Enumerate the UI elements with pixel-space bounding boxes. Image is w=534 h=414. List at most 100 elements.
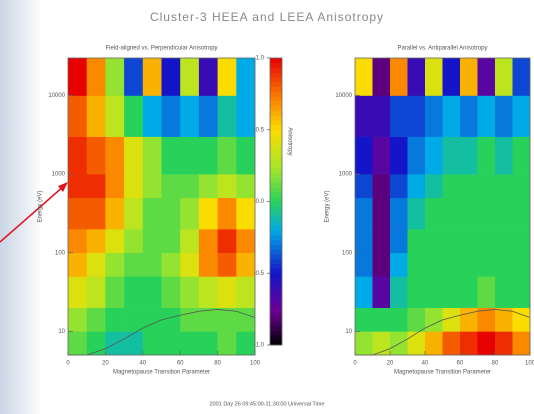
colorbar-swatch [270,196,282,202]
colorbar-swatch [270,187,282,193]
heat-cell [86,229,106,254]
heat-cell [161,252,181,277]
colorbar-swatch [270,225,282,231]
heat-cell [142,331,162,356]
heat-cell [86,276,106,308]
heat-cell [180,276,200,308]
colorbar-tick-label: 0.5 [256,127,265,133]
heat-cell [372,331,391,356]
colorbar-swatch [270,144,282,150]
heat-cell [460,276,478,308]
heat-cell [512,276,531,308]
y-axis-label: Energy (eV) [325,190,331,222]
heat-cell [217,95,237,137]
heat-cell [390,307,408,332]
x-tick-label: 60 [177,361,184,367]
heat-cell [390,229,408,254]
heat-cell [68,58,87,96]
heat-cell [198,229,218,254]
colorbar-swatch [270,335,282,341]
heat-cell [425,58,443,96]
heat-cell [142,136,162,175]
heat-cell [161,174,181,199]
heat-cell [477,197,496,230]
heat-cell [180,174,200,199]
heat-cell [161,331,181,356]
heat-cell [372,136,391,175]
heat-cell [180,95,200,137]
heat-cell [407,58,426,96]
colorbar-swatch [270,297,282,303]
heat-cell [105,331,125,356]
heat-cell [86,197,106,230]
heat-cell [495,174,513,199]
heat-cell [495,229,513,254]
heat-cell [236,252,256,277]
heat-cell [142,252,162,277]
heat-cell [124,58,144,96]
heat-cell [161,229,181,254]
heat-cell [407,174,426,199]
heat-cell [198,174,218,199]
heat-cell [460,197,478,230]
colorbar-swatch [270,340,282,346]
heat-cell [407,229,426,254]
colorbar-swatch [270,110,282,116]
colorbar-swatch [270,254,282,260]
colorbar-swatch [270,120,282,126]
heat-cell [477,95,496,137]
overlay-line [355,309,531,356]
heat-cell [477,229,496,254]
heat-cell [217,252,237,277]
heat-cell [407,136,426,175]
y-tick-label: 100 [55,250,66,256]
heat-cell [460,174,478,199]
heat-cell [180,331,200,356]
heat-cell [236,136,256,175]
heat-cell [477,58,496,96]
heat-cell [355,174,373,199]
heat-cell [407,331,426,356]
heat-cell [442,307,461,332]
heat-cell [407,252,426,277]
heat-cell [105,174,125,199]
heat-cell [217,58,237,96]
heat-cell [512,252,531,277]
colorbar-tick-label: -1.0 [254,343,265,349]
heat-cell [355,95,373,137]
heat-cell [407,197,426,230]
x-tick-label: 40 [422,361,429,367]
heat-cell [442,252,461,277]
heat-cell [86,95,106,137]
x-tick-label: 0 [66,361,70,367]
heat-cell [495,252,513,277]
colorbar-swatch [270,153,282,159]
heat-cell [355,58,373,96]
heat-cell [124,229,144,254]
arrow-head [58,182,68,192]
heat-cell [512,197,531,230]
footer: 2001 Day 26 09:45:00-11:30:00 Universal … [210,401,325,407]
heat-cell [390,197,408,230]
heat-cell [512,307,531,332]
heat-cell [390,58,408,96]
heat-cell [198,95,218,137]
heat-cell [425,229,443,254]
heat-cell [198,58,218,96]
x-tick-label: 80 [492,361,499,367]
colorbar-swatch [270,239,282,245]
heat-cell [236,58,256,96]
heat-cell [198,136,218,175]
heat-cell [142,58,162,96]
heat-cell [180,307,200,332]
colorbar-swatch [270,124,282,131]
plot-frame [354,57,531,356]
heat-cell [124,95,144,137]
heat-cell [68,331,87,356]
heat-cell [105,276,125,308]
y-tick-label: 10 [58,329,65,335]
heat-cell [68,136,87,175]
heat-cell [142,307,162,332]
y-tick-label: 1000 [52,172,66,178]
heat-cell [124,307,144,332]
